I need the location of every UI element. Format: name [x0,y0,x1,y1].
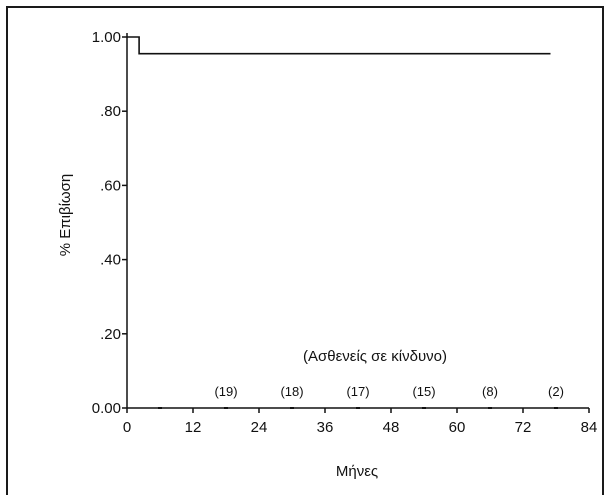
x-tick-label: 36 [317,419,334,436]
at-risk-label: (15) [412,384,435,399]
x-tick-label: 84 [581,419,598,436]
x-axis-label: Μήνες [336,463,378,480]
y-tick-label: .80 [100,103,121,120]
at-risk-label: (8) [482,384,498,399]
y-tick-label: 0.00 [92,400,121,417]
ticks: 0.00 .20 .40 .60 .80 1.00 0 12 24 36 48 60 72 84 [92,29,598,436]
x-tick-label: 12 [185,419,202,436]
at-risk-label: (18) [280,384,303,399]
at-risk-layer: (19) (18) (17) (15) (8) (2) [214,384,564,399]
y-tick-label: .20 [100,326,121,343]
figure-frame [6,6,604,495]
y-tick-label: 1.00 [92,29,121,46]
x-tick-label: 48 [383,419,400,436]
x-tick-label: 0 [123,419,131,436]
y-tick-label: .40 [100,252,121,269]
series-layer [127,36,551,55]
x-tick-label: 60 [449,419,466,436]
at-risk-label: (17) [346,384,369,399]
survival-curve [127,36,551,55]
y-tick-label: .60 [100,177,121,194]
y-axis-label: % Επιβίωση [57,174,74,256]
x-tick-label: 72 [515,419,532,436]
at-risk-title: (Ασθενείς σε κίνδυνο) [303,348,447,365]
at-risk-label: (19) [214,384,237,399]
x-tick-label: 24 [251,419,268,436]
at-risk-label: (2) [548,384,564,399]
